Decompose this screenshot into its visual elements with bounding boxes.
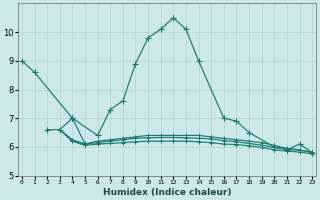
X-axis label: Humidex (Indice chaleur): Humidex (Indice chaleur) xyxy=(103,188,231,197)
